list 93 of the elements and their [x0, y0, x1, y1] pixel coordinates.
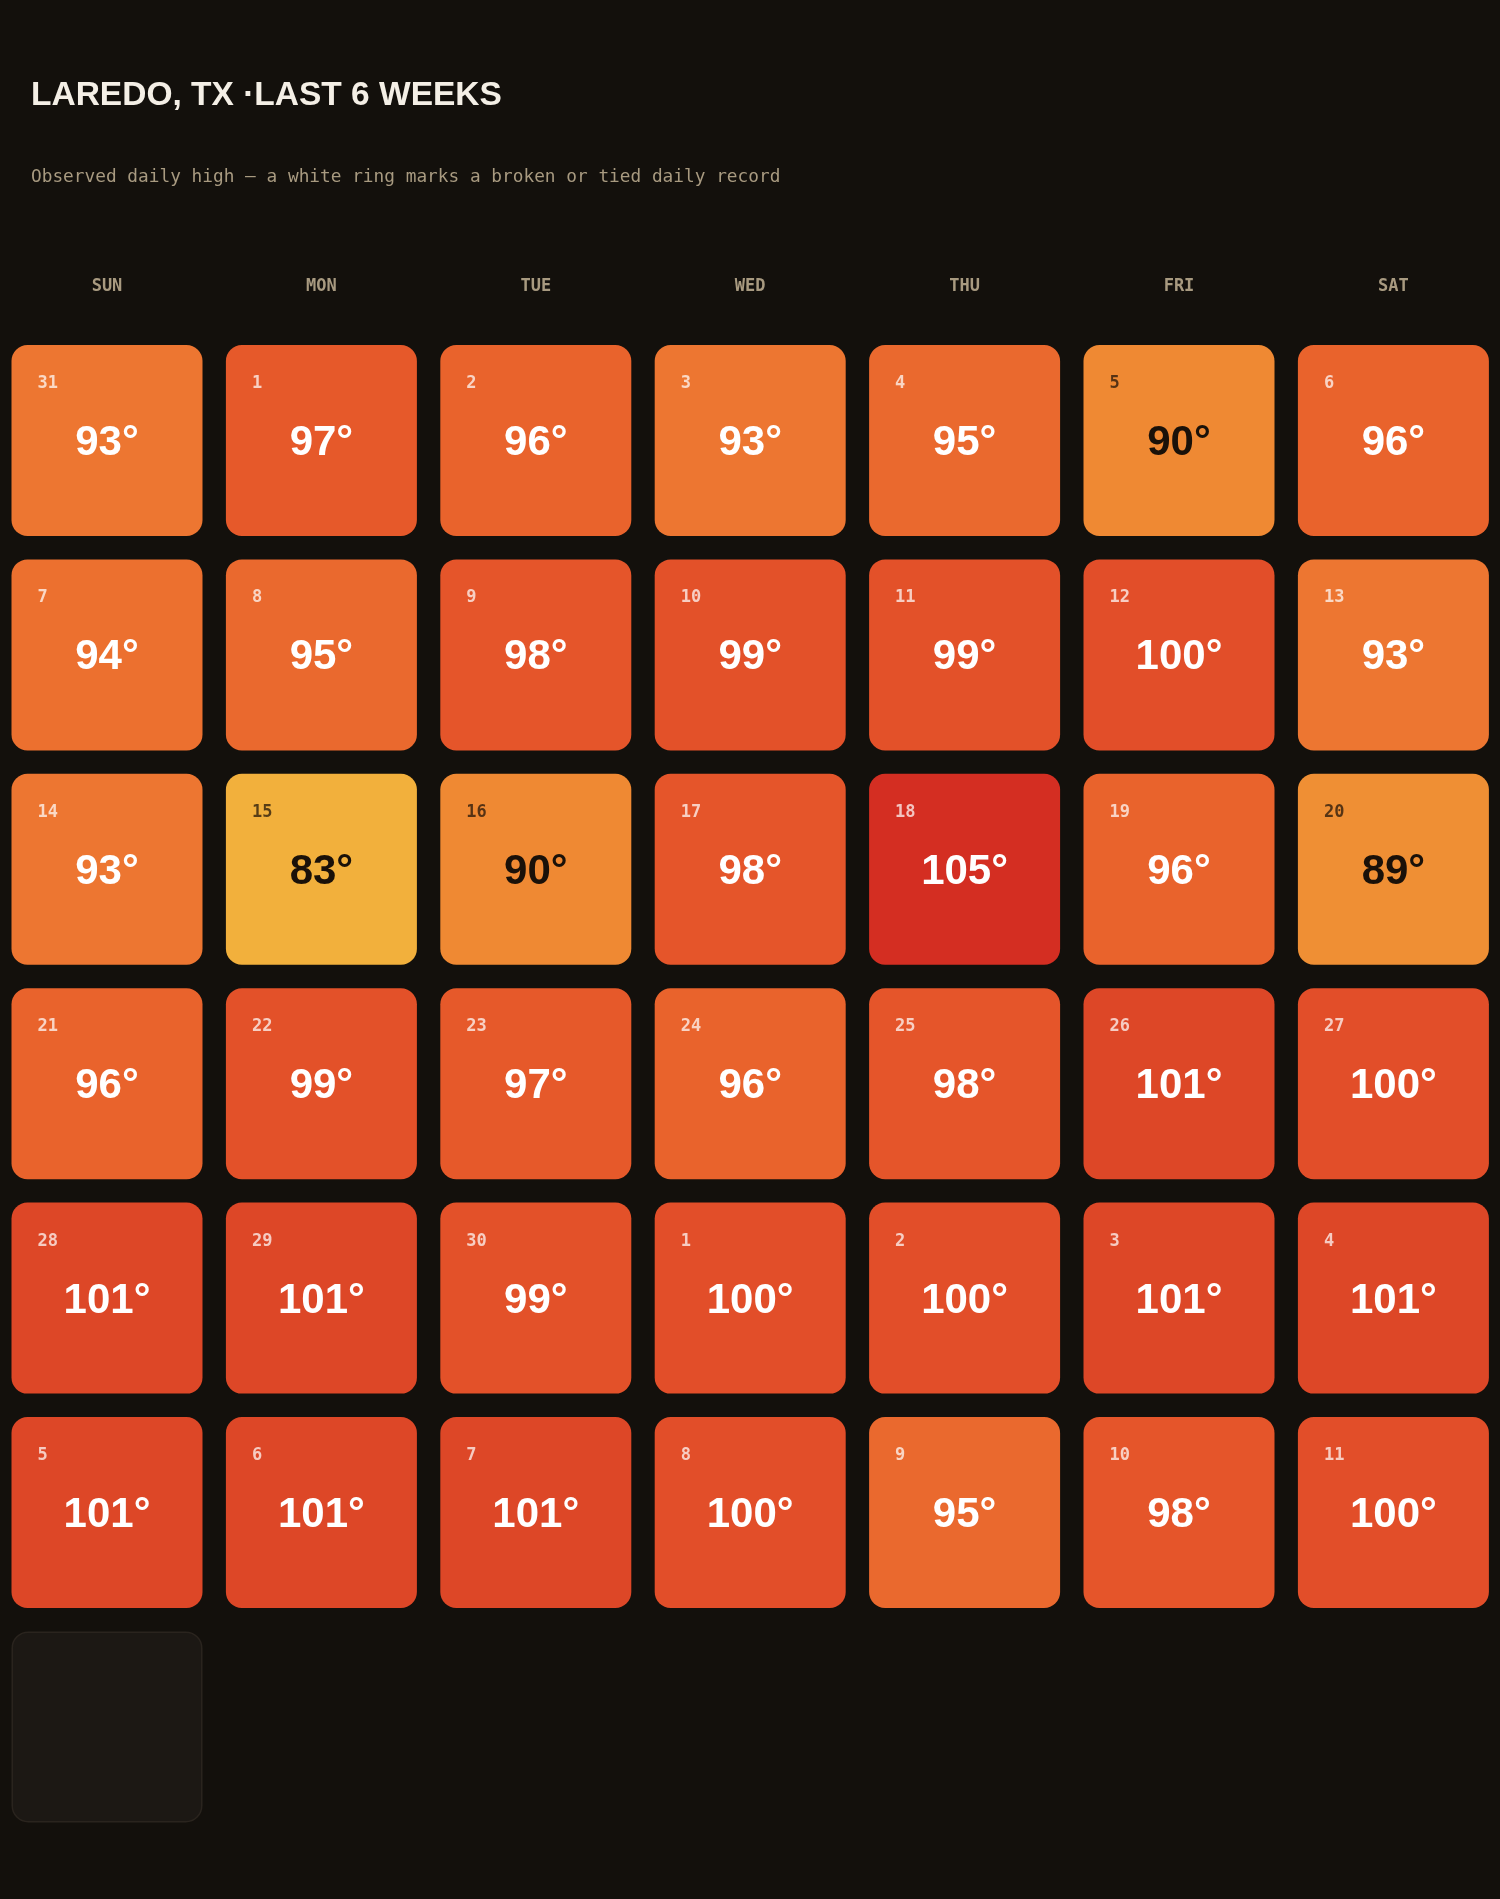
- annotation: 1: [680, 1229, 691, 1250]
- data-label: 95°: [932, 417, 997, 464]
- x-tick-label: THU: [949, 275, 980, 295]
- data-label: 96°: [1147, 845, 1211, 893]
- annotation: 15: [251, 800, 273, 821]
- annotation: 4: [895, 372, 906, 392]
- data-label: 98°: [1147, 1489, 1211, 1536]
- x-tick-label: SUN: [91, 275, 123, 295]
- data-label: 90°: [504, 845, 568, 893]
- data-label: 101°: [1135, 1274, 1223, 1322]
- data-label: 101°: [492, 1489, 580, 1536]
- annotation: 9: [466, 586, 477, 607]
- data-label: 98°: [932, 1060, 997, 1108]
- data-label: 100°: [706, 1274, 794, 1322]
- data-label: 83°: [289, 845, 354, 893]
- data-label: 105°: [921, 845, 1009, 893]
- x-tick-label: FRI: [1163, 275, 1195, 295]
- data-label: 90°: [1147, 417, 1211, 464]
- annotation: 16: [466, 800, 487, 821]
- data-label: 99°: [504, 1274, 568, 1322]
- annotation: 27: [1323, 1015, 1345, 1036]
- annotation: 3: [1109, 1229, 1120, 1250]
- annotation: 11: [1323, 1444, 1345, 1464]
- annotation: 23: [466, 1015, 487, 1036]
- data-label: 96°: [718, 1060, 782, 1108]
- data-label: 100°: [1349, 1489, 1437, 1536]
- x-tick-label: TUE: [520, 275, 552, 295]
- data-label: 100°: [1135, 631, 1223, 679]
- data-label: 94°: [75, 631, 139, 679]
- annotation: 9: [895, 1444, 906, 1464]
- annotation: 30: [466, 1229, 487, 1250]
- annotation: 8: [680, 1444, 691, 1464]
- annotation: 1: [251, 372, 263, 392]
- data-label: 93°: [75, 845, 139, 893]
- chart-title: LAREDO, TX ·LAST 6 WEEKS: [31, 75, 502, 112]
- annotation: 21: [37, 1015, 58, 1036]
- annotation: 6: [1323, 372, 1335, 392]
- annotation: 5: [37, 1444, 48, 1464]
- data-label: 95°: [932, 1489, 997, 1536]
- data-label: 95°: [289, 631, 354, 679]
- data-label: 93°: [718, 417, 782, 464]
- annotation: 19: [1109, 800, 1130, 821]
- annotation: 4: [1323, 1229, 1335, 1250]
- annotation: 7: [466, 1444, 477, 1464]
- data-label: 98°: [504, 631, 568, 679]
- annotation: 29: [251, 1229, 273, 1250]
- data-label: 97°: [289, 417, 354, 464]
- data-label: 93°: [75, 417, 139, 464]
- data-label: 89°: [1361, 845, 1426, 893]
- annotation: 24: [680, 1015, 702, 1036]
- annotation: 17: [680, 800, 702, 821]
- annotation: 31: [37, 372, 58, 392]
- data-label: 100°: [921, 1274, 1009, 1322]
- data-label: 96°: [75, 1060, 139, 1108]
- data-label: 99°: [289, 1060, 354, 1108]
- annotation: 5: [1109, 372, 1120, 392]
- annotation: 7: [37, 586, 48, 607]
- annotation: 28: [37, 1229, 58, 1250]
- data-label: 99°: [718, 631, 782, 679]
- x-tick-label: MON: [306, 275, 337, 295]
- annotation: 2: [895, 1229, 906, 1250]
- data-label: 101°: [63, 1489, 151, 1536]
- annotation: 6: [251, 1444, 263, 1464]
- data-label: 96°: [504, 417, 568, 464]
- data-label: 97°: [504, 1060, 568, 1108]
- data-label: 101°: [63, 1274, 151, 1322]
- annotation: 13: [1323, 586, 1345, 607]
- annotation: 8: [251, 586, 263, 607]
- annotation: 26: [1109, 1015, 1130, 1036]
- annotation: 22: [251, 1015, 273, 1036]
- annotation: 11: [895, 586, 916, 607]
- data-label: 101°: [277, 1274, 365, 1322]
- annotation: 20: [1323, 800, 1345, 821]
- annotation: 25: [895, 1015, 916, 1036]
- annotation: 14: [37, 800, 58, 821]
- data-label: 93°: [1361, 631, 1426, 679]
- annotation: 10: [1109, 1444, 1130, 1464]
- chart-subtitle: Observed daily high — a white ring marks a broken or tied daily record: [31, 165, 781, 186]
- annotation: 3: [680, 372, 691, 392]
- annotation: 18: [895, 800, 916, 821]
- annotation: 12: [1109, 586, 1130, 607]
- x-tick-label: WED: [734, 275, 766, 295]
- x-tick-label: SAT: [1378, 275, 1409, 295]
- data-label: 96°: [1361, 417, 1426, 464]
- annotation: 10: [680, 586, 702, 607]
- data-label: 101°: [1349, 1274, 1437, 1322]
- data-label: 101°: [1135, 1060, 1223, 1108]
- data-label: 100°: [706, 1489, 794, 1536]
- data-label: 99°: [932, 631, 997, 679]
- annotation: 2: [466, 372, 477, 392]
- data-label: 100°: [1349, 1060, 1437, 1108]
- data-label: 98°: [718, 845, 782, 893]
- data-label: 101°: [277, 1489, 365, 1536]
